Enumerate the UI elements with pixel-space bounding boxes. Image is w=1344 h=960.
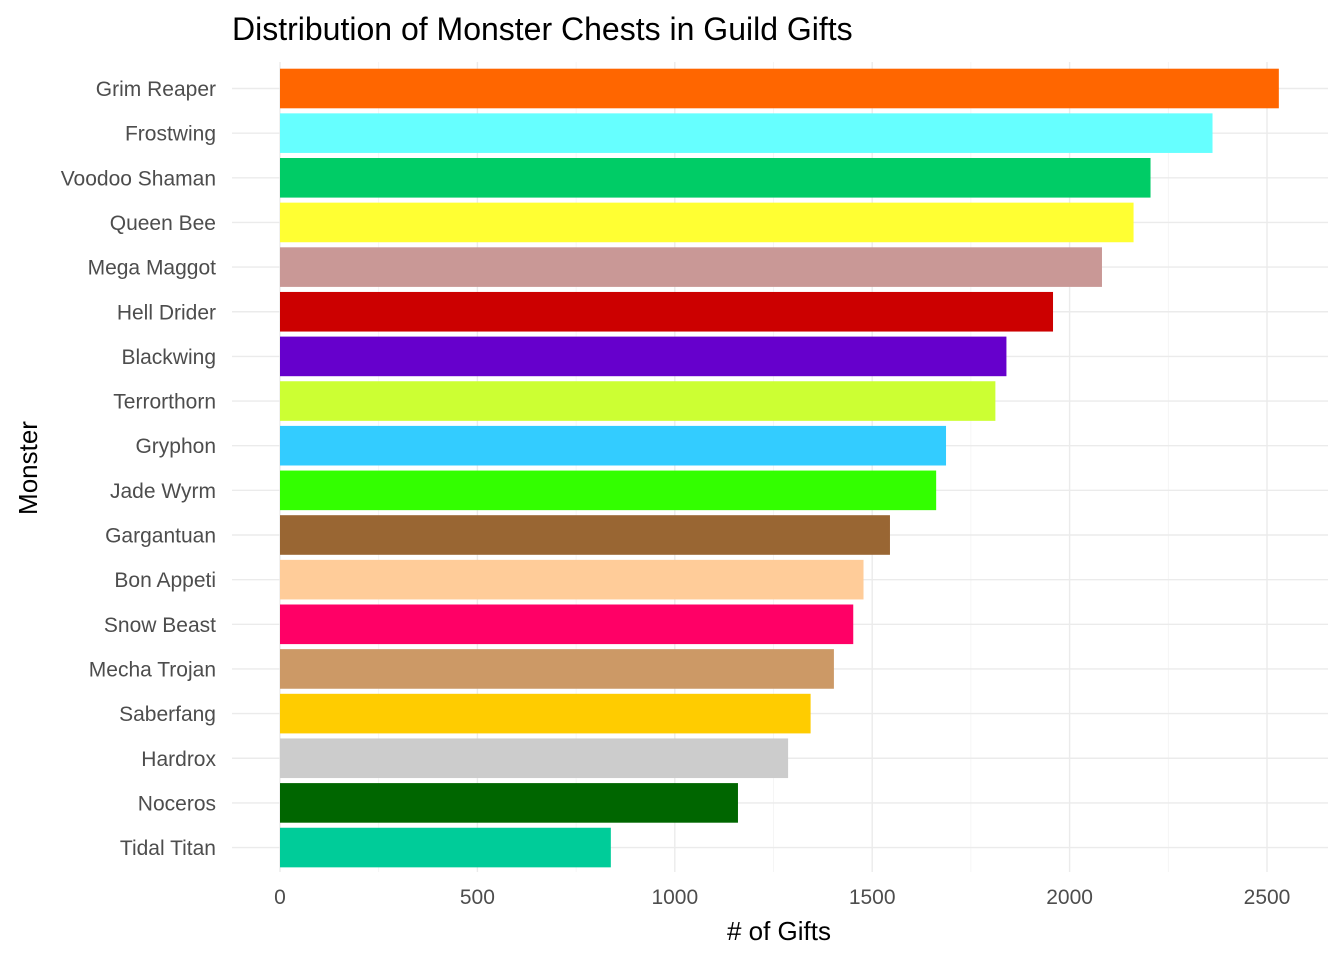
bar	[280, 693, 811, 734]
bar	[280, 604, 854, 645]
y-tick-label: Frostwing	[125, 123, 216, 146]
bar	[280, 783, 738, 823]
bar	[280, 291, 1054, 332]
bar	[280, 425, 947, 466]
bar	[280, 827, 611, 868]
y-tick-label: Terrorthorn	[113, 391, 216, 414]
y-tick-label: Gargantuan	[105, 525, 216, 548]
x-tick-label: 2000	[1046, 886, 1093, 909]
y-tick-label: Voodoo Shaman	[61, 167, 216, 190]
y-tick-labels: Grim Reaper Frostwing Voodoo Shaman Queen B…	[61, 78, 217, 860]
y-tick-label: Jade Wyrm	[110, 480, 216, 503]
y-tick-label: Snow Beast	[104, 614, 216, 637]
y-tick-label: Gryphon	[135, 435, 216, 458]
x-tick-label: 0	[274, 886, 286, 909]
x-tick-label: 1000	[651, 886, 698, 909]
bar	[280, 649, 834, 689]
x-tick-labels: 0 500 1000 1500 2000 2500	[274, 886, 1290, 909]
y-tick-label: Hell Drider	[117, 301, 216, 324]
chart-title: Distribution of Monster Chests in Guild …	[232, 11, 853, 47]
y-axis-title: Monster	[13, 421, 43, 515]
x-tick-label: 2500	[1244, 886, 1291, 909]
bar	[280, 113, 1213, 153]
bar	[280, 68, 1279, 109]
y-tick-label: Grim Reaper	[96, 78, 216, 101]
x-axis-title: # of Gifts	[727, 916, 831, 946]
bar	[280, 247, 1102, 287]
bar	[280, 381, 996, 421]
y-tick-label: Saberfang	[119, 703, 216, 726]
y-tick-label: Bon Appeti	[114, 569, 216, 592]
y-tick-label: Blackwing	[121, 346, 216, 369]
y-tick-label: Hardrox	[141, 748, 216, 771]
y-tick-label: Noceros	[138, 792, 216, 815]
x-tick-label: 500	[460, 886, 495, 909]
bar	[280, 158, 1151, 198]
bar	[280, 559, 864, 600]
bar	[280, 202, 1134, 243]
y-tick-label: Queen Bee	[110, 212, 216, 235]
y-tick-label: Mecha Trojan	[89, 658, 216, 681]
x-tick-label: 1500	[849, 886, 896, 909]
y-tick-label: Mega Maggot	[88, 257, 217, 280]
bar	[280, 738, 789, 779]
y-tick-label: Tidal Titan	[120, 837, 216, 860]
bar	[280, 515, 890, 555]
bars	[280, 68, 1279, 868]
bar	[280, 336, 1007, 377]
bar	[280, 470, 937, 511]
